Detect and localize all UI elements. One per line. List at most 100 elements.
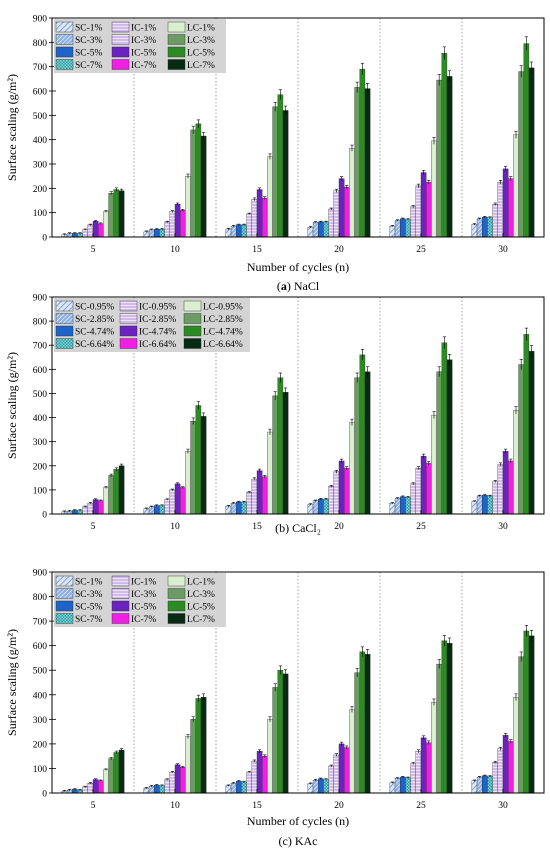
bar [420,455,427,515]
bar [476,218,483,238]
bar [108,475,114,515]
legend-swatch [55,600,74,612]
legend-label: IC-3% [131,590,156,600]
bar [323,221,329,238]
bar [225,785,232,794]
bar [195,123,202,238]
bar [441,53,448,238]
caption-label: b [279,521,285,535]
y-tick-label: 500 [33,112,48,122]
bar [328,486,334,515]
bar [359,354,366,515]
legend-label: LC-1% [187,24,215,34]
legend-swatch [111,613,130,624]
legend-label: SC-7% [75,615,103,625]
bar [92,779,99,794]
bar [410,206,416,238]
y-tick-label: 0 [42,790,47,800]
bar [513,410,519,515]
bar [405,777,411,794]
bar [497,464,504,515]
legend-box [54,298,250,352]
bar [190,420,196,515]
legend-label: LC-0.95% [203,303,243,313]
legend-swatch [111,21,130,33]
legend-swatch [167,600,186,612]
legend-swatch [119,325,138,337]
x-tick-label: 15 [252,245,262,255]
bar [118,190,125,238]
bar [318,778,324,794]
legend-label: SC-5% [75,49,103,59]
chart-panel-kac: Surface scaling (g/m²) Number of cycles … [5,569,545,848]
bar [230,225,237,238]
plot-frame [51,296,545,515]
legend-label: LC-1% [187,578,215,588]
legend-swatch [55,313,74,324]
bar [225,228,232,238]
bar [349,422,355,515]
bar [471,501,478,515]
bar [400,496,406,515]
bar [174,203,181,238]
x-tick-label: 25 [416,801,426,811]
bar [344,747,350,794]
bar [508,741,514,794]
bar [476,776,483,794]
bar [256,189,263,238]
bar [354,87,360,238]
legend-box [54,19,226,73]
bar [174,483,181,515]
bar [241,781,247,794]
y-tick-label: 800 [33,593,48,603]
bar [262,755,268,794]
legend-swatch [119,313,138,324]
bar [318,498,324,515]
y-axis-title: Surface scaling (g/m²) [5,629,19,736]
legend-swatch [167,588,186,599]
legend-label: SC-6.64% [75,340,114,350]
bar [98,780,104,794]
bar [364,371,371,515]
bar [426,182,432,238]
y-tick-label: 800 [33,39,48,49]
bar [354,672,360,794]
bar [394,498,401,515]
bar [251,760,258,794]
bar [185,451,191,515]
bar [98,500,104,515]
bar [513,697,519,794]
bar [318,221,324,238]
legend-swatch [55,325,74,337]
y-tick-label: 200 [33,185,48,195]
bar [236,501,242,515]
legend-label: LC-6.64% [203,340,243,350]
bar [502,451,509,515]
x-tick-label: 25 [416,522,426,532]
bar [190,129,196,238]
legend: SC-1% SC-3% SC-5% SC-7% IC-1% IC-3% IC-5% IC-7%… [54,19,226,73]
panel-caption: (a) NaCl [277,279,320,293]
bar [92,499,99,515]
bar [262,476,268,515]
bar [359,68,366,238]
bar [328,208,334,238]
bar [359,651,366,794]
bar [497,182,504,238]
y-tick-label: 400 [33,691,48,701]
bar [482,216,488,238]
legend-label: LC-3% [187,590,215,600]
bar [103,211,109,238]
bar [400,776,406,794]
legend-swatch [55,613,74,624]
legend-box [54,573,226,627]
y-tick-label: 0 [42,234,47,244]
y-tick-label: 100 [33,765,48,775]
x-tick-label: 5 [91,801,96,811]
y-tick-label: 300 [33,438,48,448]
x-tick-label: 15 [252,522,262,532]
x-tick-label: 10 [170,245,180,255]
bar [312,222,319,238]
bar [256,751,263,794]
